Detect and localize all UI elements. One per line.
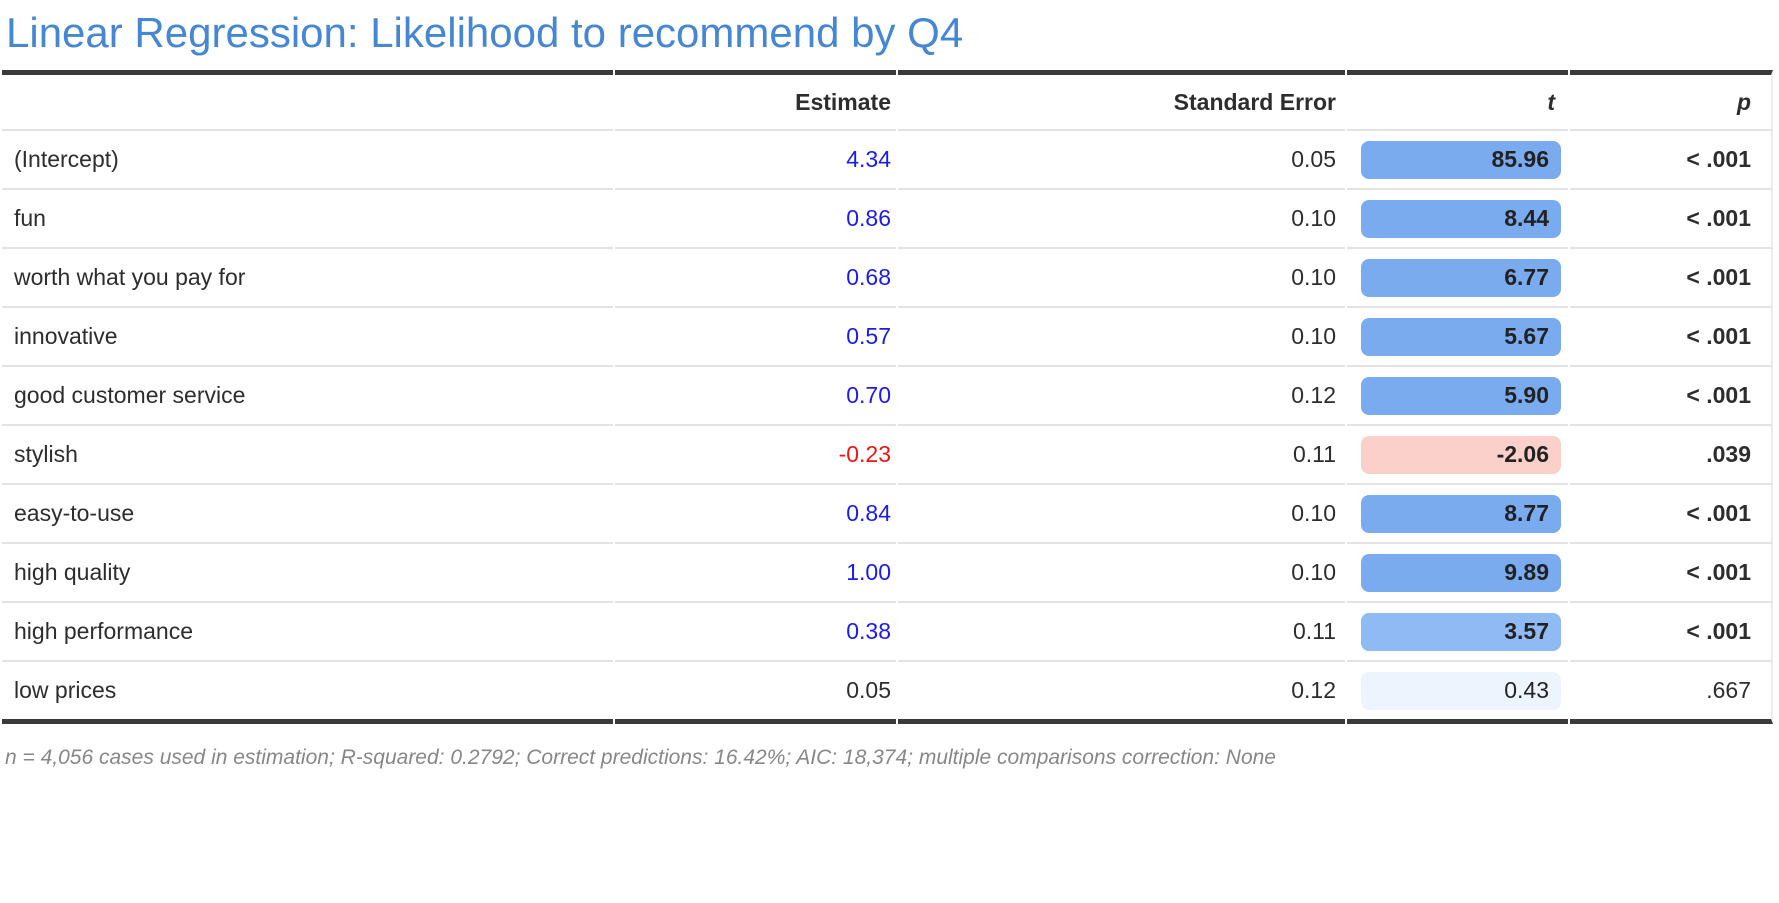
column-header-standard-error: Standard Error xyxy=(898,70,1345,131)
table-body: (Intercept) 4.34 0.05 85.96 < .001 fun 0.86 0.1… xyxy=(2,131,1773,724)
table-row: easy-to-use 0.84 0.10 8.77 < .001 xyxy=(2,485,1773,544)
t-statistic-bar: 6.77 xyxy=(1361,258,1561,297)
estimate-value: 0.86 xyxy=(615,190,896,249)
standard-error-value: 0.10 xyxy=(898,308,1345,367)
row-label: low prices xyxy=(2,662,613,724)
row-label: high quality xyxy=(2,544,613,603)
table-row: innovative 0.57 0.10 5.67 < .001 xyxy=(2,308,1773,367)
estimate-value: 4.34 xyxy=(615,131,896,190)
t-statistic-cell: 85.96 xyxy=(1347,131,1568,190)
standard-error-value: 0.05 xyxy=(898,131,1345,190)
t-statistic-bar: 3.57 xyxy=(1361,612,1561,651)
p-value: .667 xyxy=(1570,662,1773,724)
table-row: fun 0.86 0.10 8.44 < .001 xyxy=(2,190,1773,249)
estimate-value: 0.68 xyxy=(615,249,896,308)
t-statistic-cell: 3.57 xyxy=(1347,603,1568,662)
t-statistic-cell: 5.90 xyxy=(1347,367,1568,426)
t-statistic-cell: 5.67 xyxy=(1347,308,1568,367)
estimate-value: 0.70 xyxy=(615,367,896,426)
table-row: low prices 0.05 0.12 0.43.667 xyxy=(2,662,1773,724)
table-row: (Intercept) 4.34 0.05 85.96 < .001 xyxy=(2,131,1773,190)
estimate-value: 0.57 xyxy=(615,308,896,367)
p-value: .039 xyxy=(1570,426,1773,485)
table-row: high quality 1.00 0.10 9.89 < .001 xyxy=(2,544,1773,603)
column-header-estimate: Estimate xyxy=(615,70,896,131)
p-value: < .001 xyxy=(1570,249,1773,308)
row-label: worth what you pay for xyxy=(2,249,613,308)
header-row: Estimate Standard Error t p xyxy=(2,70,1773,131)
t-statistic-bar: 85.96 xyxy=(1361,140,1561,179)
table-row: good customer service 0.70 0.12 5.90 < .001 xyxy=(2,367,1773,426)
t-statistic-cell: 0.43 xyxy=(1347,662,1568,724)
p-value: < .001 xyxy=(1570,367,1773,426)
standard-error-value: 0.11 xyxy=(898,426,1345,485)
table-row: stylish -0.23 0.11 -2.06.039 xyxy=(2,426,1773,485)
footnote: n = 4,056 cases used in estimation; R-sq… xyxy=(5,746,1276,769)
p-value: < .001 xyxy=(1570,190,1773,249)
t-statistic-bar: 8.44 xyxy=(1361,199,1561,238)
t-statistic-bar: 8.77 xyxy=(1361,494,1561,533)
row-label: (Intercept) xyxy=(2,131,613,190)
t-statistic-cell: 8.77 xyxy=(1347,485,1568,544)
table-row: high performance 0.38 0.11 3.57 < .001 xyxy=(2,603,1773,662)
row-label: easy-to-use xyxy=(2,485,613,544)
page-title: Linear Regression: Likelihood to recomme… xyxy=(6,9,964,56)
t-statistic-bar: 5.67 xyxy=(1361,317,1561,356)
t-statistic-bar: -2.06 xyxy=(1361,435,1561,474)
row-label: stylish xyxy=(2,426,613,485)
row-label: high performance xyxy=(2,603,613,662)
standard-error-value: 0.12 xyxy=(898,662,1345,724)
standard-error-value: 0.12 xyxy=(898,367,1345,426)
standard-error-value: 0.11 xyxy=(898,603,1345,662)
t-statistic-cell: 8.44 xyxy=(1347,190,1568,249)
row-label: good customer service xyxy=(2,367,613,426)
column-header-p: p xyxy=(1570,70,1773,131)
standard-error-value: 0.10 xyxy=(898,190,1345,249)
standard-error-value: 0.10 xyxy=(898,249,1345,308)
p-value: < .001 xyxy=(1570,485,1773,544)
estimate-value: 0.84 xyxy=(615,485,896,544)
table-row: worth what you pay for 0.68 0.10 6.77 < .001 xyxy=(2,249,1773,308)
estimate-value: 1.00 xyxy=(615,544,896,603)
t-statistic-cell: -2.06 xyxy=(1347,426,1568,485)
t-statistic-bar: 5.90 xyxy=(1361,376,1561,415)
t-statistic-cell: 6.77 xyxy=(1347,249,1568,308)
estimate-value: 0.05 xyxy=(615,662,896,724)
regression-table: Estimate Standard Error t p (Intercept) 4.34… xyxy=(0,70,1775,724)
p-value: < .001 xyxy=(1570,308,1773,367)
row-label: fun xyxy=(2,190,613,249)
column-header-label xyxy=(2,70,613,131)
estimate-value: 0.38 xyxy=(615,603,896,662)
standard-error-value: 0.10 xyxy=(898,544,1345,603)
regression-output: Linear Regression: Likelihood to recomme… xyxy=(0,9,1775,769)
p-value: < .001 xyxy=(1570,603,1773,662)
t-statistic-bar: 9.89 xyxy=(1361,553,1561,592)
estimate-value: -0.23 xyxy=(615,426,896,485)
standard-error-value: 0.10 xyxy=(898,485,1345,544)
p-value: < .001 xyxy=(1570,544,1773,603)
t-statistic-cell: 9.89 xyxy=(1347,544,1568,603)
t-statistic-bar: 0.43 xyxy=(1361,671,1561,710)
row-label: innovative xyxy=(2,308,613,367)
column-header-t: t xyxy=(1347,70,1568,131)
p-value: < .001 xyxy=(1570,131,1773,190)
